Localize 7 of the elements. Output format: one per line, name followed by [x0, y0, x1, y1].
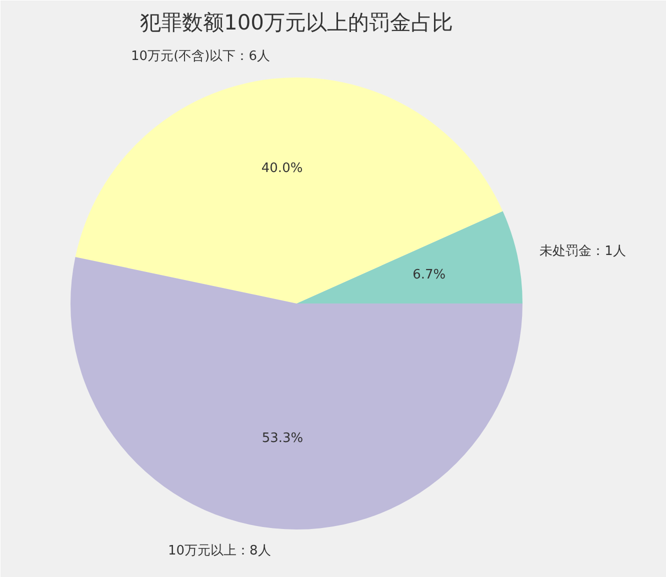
- slice-label: 10万元(不含)以下：6人: [131, 48, 270, 64]
- slice-label: 10万元以上：8人: [168, 543, 271, 558]
- data-label: 6.7%: [412, 268, 446, 283]
- chart-title: 犯罪数额100万元以上的罚金占比: [140, 10, 454, 34]
- data-label: 53.3%: [262, 430, 304, 446]
- data-label: 40.0%: [261, 161, 303, 176]
- slice-label: 未处罚金：1人: [540, 244, 626, 260]
